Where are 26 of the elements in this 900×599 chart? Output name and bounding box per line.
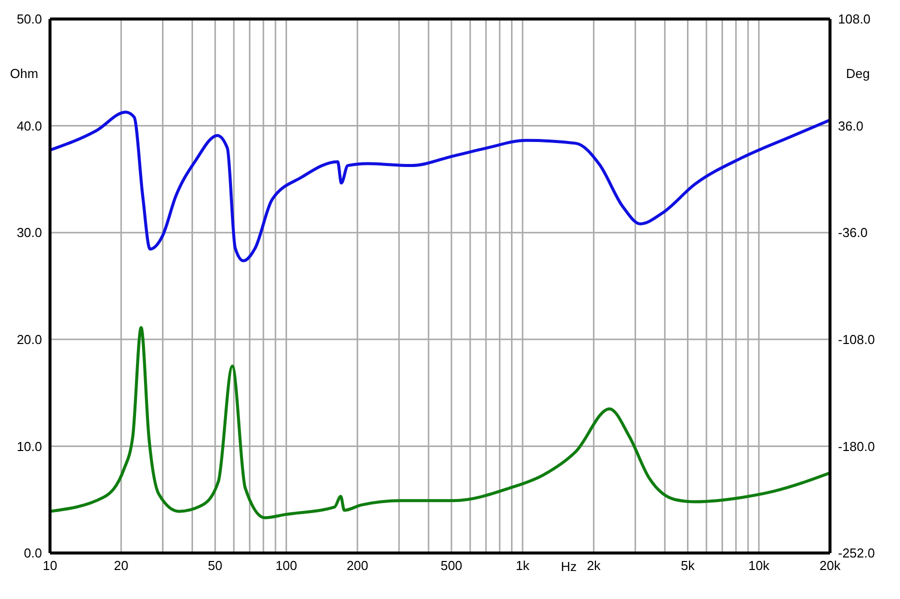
y-tick-label: 0.0 [24, 546, 42, 561]
y-tick-label: 30.0 [16, 225, 42, 240]
y2-tick-label: 108.0 [838, 12, 871, 27]
y2-tick-label: -108.0 [838, 332, 875, 348]
x-tick-label: 5k [680, 558, 696, 574]
x-axis-title: Hz [560, 559, 577, 574]
x-tick-label: 2k [586, 558, 602, 574]
y2-tick-label: 36.0 [838, 118, 864, 134]
y-tick-label: 50.0 [16, 12, 42, 27]
y-tick-label: 40.0 [16, 118, 42, 134]
x-tick-label: 200 [346, 558, 368, 574]
y2-tick-label: -252.0 [838, 546, 875, 561]
y-tick-label: 20.0 [16, 332, 42, 348]
y2-tick-label: -36.0 [838, 225, 868, 240]
y-tick-label: 10.0 [16, 438, 42, 454]
y2-tick-label: -180.0 [838, 438, 875, 454]
x-tick-label: 500 [440, 558, 462, 574]
x-tick-label: 1k [516, 558, 530, 574]
y2-axis-title: Deg [846, 66, 870, 81]
x-tick-label: 100 [275, 558, 298, 574]
x-tick-label: 20k [820, 558, 841, 574]
x-tick-label: 10k [748, 558, 770, 574]
y-axis-title: Ohm [10, 66, 38, 81]
x-tick-label: 10 [42, 558, 58, 574]
x-tick-label: 50 [208, 558, 222, 574]
x-tick-label: 20 [114, 558, 128, 574]
